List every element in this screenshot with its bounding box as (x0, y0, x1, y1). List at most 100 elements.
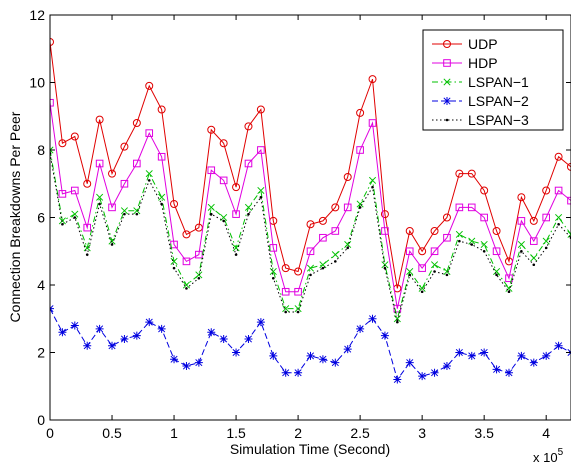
data-point-lspan-3 (408, 273, 412, 277)
data-point-lspan-1 (393, 315, 401, 323)
x-exponent-label: x 105 (533, 447, 564, 465)
legend-item-hdp: HDP (432, 55, 498, 71)
data-point-udp (318, 216, 327, 225)
data-point-lspan-1 (282, 305, 290, 313)
legend: UDP HDP LSPAN−1 LSPAN−2 LSPAN−3 (422, 29, 564, 131)
data-point-lspan-3 (383, 266, 387, 270)
data-point-lspan-3 (334, 260, 337, 263)
data-point-lspan-3 (482, 249, 486, 253)
data-point-lspan-2 (554, 341, 563, 350)
data-point-lspan-2 (132, 331, 141, 340)
data-point-udp (58, 139, 67, 148)
data-point-lspan-1 (381, 261, 389, 269)
data-point-udp (380, 210, 389, 219)
data-point-lspan-3 (470, 243, 474, 246)
data-point-lspan-2 (318, 355, 327, 364)
data-point-hdp (430, 247, 439, 256)
data-point-lspan-3 (271, 276, 275, 280)
data-point-lspan-3 (85, 253, 89, 256)
data-point-lspan-1 (195, 271, 203, 279)
data-point-udp (542, 186, 551, 195)
data-point-lspan-3 (110, 243, 114, 246)
data-point-hdp (133, 159, 141, 168)
data-point-lspan-2 (145, 318, 154, 327)
data-point-lspan-2 (207, 328, 216, 337)
series-udp (50, 38, 571, 293)
data-point-lspan-2 (95, 324, 104, 333)
data-point-lspan-1 (257, 186, 265, 195)
data-point-hdp (455, 203, 464, 212)
data-point-hdp (95, 159, 104, 168)
x-tick-label: 0.5 (102, 425, 122, 441)
data-point-hdp (157, 152, 166, 161)
series-line-hdp (50, 102, 571, 309)
data-point-lspan-2 (269, 351, 278, 360)
data-point-lspan-1 (269, 267, 277, 276)
data-point-hdp (306, 247, 315, 256)
data-point-hdp (281, 287, 290, 296)
data-point-udp (480, 186, 489, 195)
y-tick-label: 8 (37, 142, 45, 158)
data-point-hdp (244, 159, 253, 168)
y-tick-label: 10 (29, 75, 45, 91)
data-point-lspan-2 (492, 365, 501, 374)
data-point-lspan-1 (120, 207, 128, 215)
series-lspan-2 (50, 304, 571, 384)
data-point-hdp (331, 227, 340, 235)
data-point-lspan-3 (371, 185, 374, 189)
data-point-udp (306, 220, 315, 229)
data-point-lspan-1 (244, 203, 253, 211)
series-layer (50, 38, 571, 384)
data-point-lspan-2 (120, 335, 129, 343)
data-point-lspan-2 (294, 368, 303, 377)
data-point-udp (120, 142, 129, 151)
data-point-lspan-2 (405, 358, 414, 367)
data-point-lspan-3 (309, 273, 312, 277)
data-point-lspan-2 (108, 341, 117, 350)
data-point-lspan-3 (544, 246, 548, 250)
data-point-udp (132, 119, 141, 127)
legend-box (422, 29, 564, 131)
data-point-udp (467, 169, 476, 178)
x-tick-label: 0 (46, 425, 54, 441)
data-point-lspan-1 (133, 207, 141, 215)
data-point-lspan-1 (108, 237, 116, 245)
x-exponent-power: 5 (558, 447, 564, 458)
data-point-lspan-3 (147, 179, 151, 182)
data-point-lspan-3 (197, 276, 201, 280)
data-point-lspan-2 (306, 351, 315, 360)
data-point-lspan-1 (96, 193, 104, 201)
data-point-udp (455, 169, 464, 178)
data-point-lspan-1 (493, 267, 501, 276)
data-point-hdp (492, 247, 501, 256)
data-point-udp (145, 81, 154, 90)
data-point-udp (157, 105, 166, 114)
data-point-udp (529, 216, 538, 225)
data-point-lspan-2 (219, 335, 228, 343)
data-point-hdp (418, 264, 426, 272)
data-point-lspan-2 (380, 331, 389, 340)
data-point-lspan-1 (542, 237, 550, 245)
data-point-lspan-1 (220, 213, 228, 222)
data-point-lspan-3 (445, 273, 449, 277)
data-point-lspan-1 (170, 257, 178, 265)
data-point-hdp (467, 203, 476, 212)
data-point-lspan-3 (234, 253, 238, 256)
data-point-lspan-2 (281, 368, 290, 377)
data-point-hdp (108, 203, 116, 212)
data-point-lspan-1 (50, 146, 54, 154)
data-point-lspan-1 (430, 261, 439, 269)
data-point-udp (108, 169, 117, 178)
data-point-lspan-2 (182, 362, 191, 370)
data-point-hdp (542, 213, 550, 222)
data-point-lspan-2 (455, 348, 464, 357)
data-point-lspan-1 (480, 240, 488, 249)
data-point-hdp (405, 247, 414, 256)
data-point-lspan-1 (207, 203, 215, 211)
x-tick-label: 4 (542, 425, 550, 441)
data-point-udp (50, 38, 54, 46)
x-axis-label: Simulation Time (Second) (230, 441, 390, 457)
data-point-udp (356, 108, 365, 117)
data-point-lspan-3 (222, 219, 225, 223)
